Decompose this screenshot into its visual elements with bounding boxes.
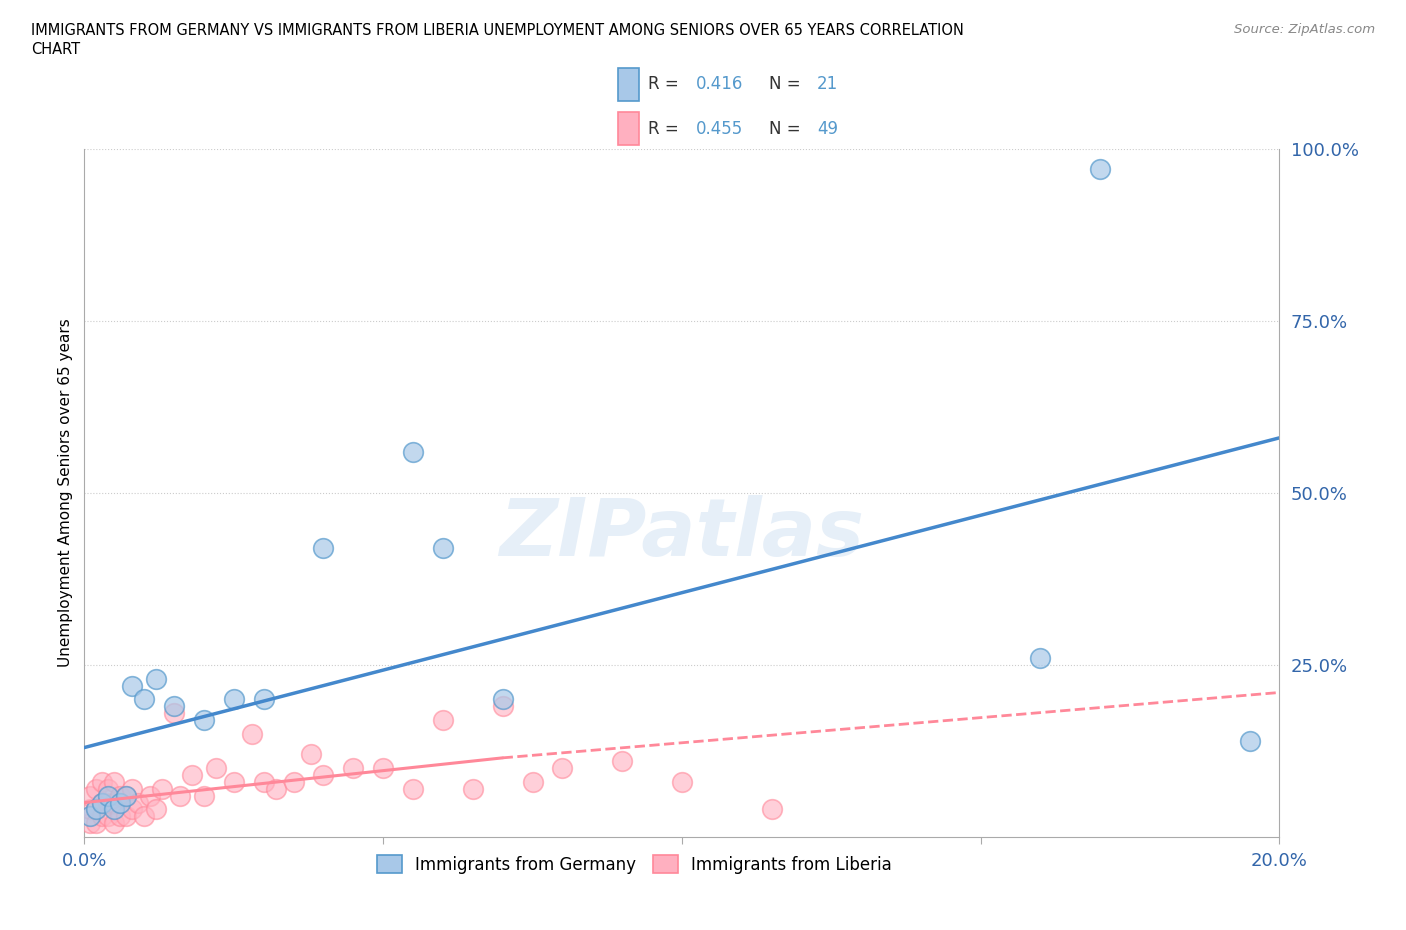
Text: R =: R = [648,75,683,93]
Point [79,816,101,830]
Point [240,726,263,741]
Text: N =: N = [769,75,806,93]
Point [761,802,783,817]
Point [283,775,305,790]
Point [103,802,125,817]
Point [97,781,120,796]
Text: N =: N = [769,120,806,138]
Text: ZIPatlas: ZIPatlas [499,495,865,573]
Text: 21: 21 [817,75,838,93]
Point [79,802,101,817]
Point [86,816,108,830]
Point [253,692,276,707]
Point [492,698,515,713]
Point [461,781,484,796]
Point [301,747,323,762]
Point [432,712,454,727]
Point [91,809,114,824]
Point [86,781,108,796]
Point [110,795,132,810]
Point [522,775,544,790]
Point [193,789,215,804]
Point [492,692,515,707]
Point [342,761,364,776]
Legend: Immigrants from Germany, Immigrants from Liberia: Immigrants from Germany, Immigrants from… [370,849,898,881]
Point [1090,162,1112,177]
Point [115,789,138,804]
Point [402,445,425,459]
Point [193,712,215,727]
Point [91,795,114,810]
Point [86,802,108,817]
Point [169,789,191,804]
Point [110,789,132,804]
Point [551,761,574,776]
Point [97,809,120,824]
Point [91,795,114,810]
Point [132,809,156,824]
Point [264,781,287,796]
Text: 0.416: 0.416 [696,75,744,93]
Point [671,775,693,790]
Point [91,775,114,790]
Point [222,775,245,790]
Point [121,678,143,693]
Point [121,781,143,796]
Point [312,540,335,555]
Point [253,775,276,790]
Point [373,761,395,776]
Point [103,816,125,830]
Text: Source: ZipAtlas.com: Source: ZipAtlas.com [1234,23,1375,36]
Point [145,671,167,686]
Text: CHART: CHART [31,42,80,57]
Point [127,795,149,810]
Point [163,698,186,713]
Text: 0.455: 0.455 [696,120,744,138]
Point [163,706,186,721]
Point [139,789,162,804]
Point [103,775,125,790]
Point [205,761,228,776]
Point [121,802,143,817]
Point [222,692,245,707]
Point [132,692,156,707]
Point [312,767,335,782]
Point [79,809,101,824]
Text: R =: R = [648,120,683,138]
Point [115,789,138,804]
Bar [617,68,638,101]
Point [86,802,108,817]
Point [79,789,101,804]
Point [402,781,425,796]
Text: IMMIGRANTS FROM GERMANY VS IMMIGRANTS FROM LIBERIA UNEMPLOYMENT AMONG SENIORS OV: IMMIGRANTS FROM GERMANY VS IMMIGRANTS FR… [31,23,963,38]
Point [110,809,132,824]
Text: 49: 49 [817,120,838,138]
Point [612,754,634,769]
Point [432,540,454,555]
Bar [617,112,638,145]
Y-axis label: Unemployment Among Seniors over 65 years: Unemployment Among Seniors over 65 years [58,319,73,668]
Point [1239,733,1261,748]
Point [97,795,120,810]
Point [97,789,120,804]
Point [115,809,138,824]
Point [103,795,125,810]
Point [150,781,173,796]
Point [145,802,167,817]
Point [1029,651,1052,666]
Point [181,767,204,782]
